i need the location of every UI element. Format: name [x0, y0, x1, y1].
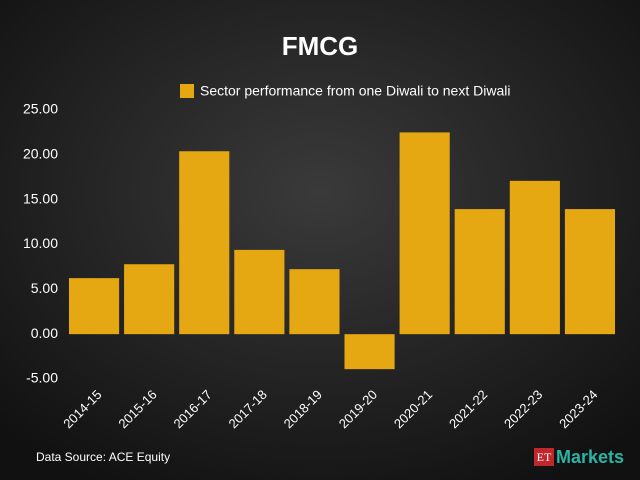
bar [179, 151, 230, 335]
chart-title: FMCG [282, 31, 359, 61]
legend-label: Sector performance from one Diwali to ne… [200, 83, 510, 99]
source: Data Source: ACE Equity [36, 450, 170, 464]
y-tick-label: 20.00 [23, 146, 58, 162]
bar [68, 278, 120, 335]
bar [344, 334, 395, 370]
bar [289, 269, 340, 335]
logo-box [534, 448, 554, 466]
y-tick-label: 5.00 [31, 280, 58, 296]
bar [564, 209, 616, 335]
y-tick-label: 15.00 [23, 190, 58, 206]
bar [454, 209, 505, 335]
logo-prefix: ET [537, 450, 552, 464]
y-tick-label: 0.00 [31, 325, 58, 341]
y-tick-label: 10.00 [23, 235, 58, 251]
bar [124, 264, 175, 335]
logo-name: Markets [556, 447, 624, 467]
bar [399, 132, 450, 335]
bar [509, 180, 560, 335]
legend-swatch [180, 84, 194, 98]
y-tick-label: -5.00 [26, 370, 58, 386]
bar [234, 249, 285, 335]
y-tick-label: 25.00 [23, 101, 58, 117]
